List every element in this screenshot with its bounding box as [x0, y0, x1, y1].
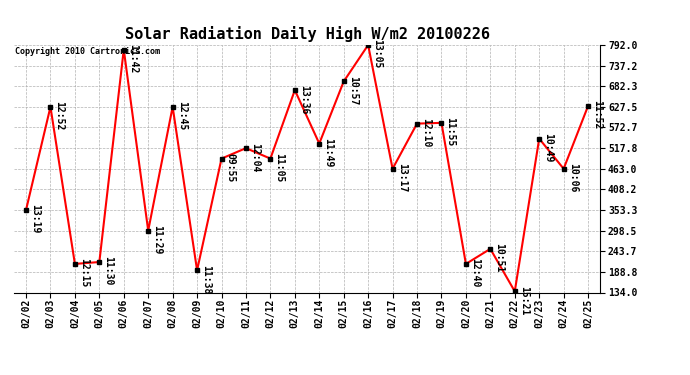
- Text: 10:51: 10:51: [495, 243, 504, 273]
- Text: Copyright 2010 Cartronics.com: Copyright 2010 Cartronics.com: [15, 48, 160, 57]
- Text: 10:57: 10:57: [348, 76, 358, 105]
- Text: 13:19: 13:19: [30, 204, 40, 234]
- Text: 09:55: 09:55: [226, 153, 236, 182]
- Text: 12:40: 12:40: [470, 258, 480, 288]
- Text: 11:29: 11:29: [152, 225, 162, 255]
- Text: 12:10: 12:10: [421, 118, 431, 147]
- Text: 12:15: 12:15: [79, 258, 89, 288]
- Text: 13:05: 13:05: [373, 39, 382, 69]
- Text: 10:49: 10:49: [543, 133, 553, 162]
- Text: 11:38: 11:38: [201, 265, 211, 294]
- Text: 12:45: 12:45: [177, 101, 187, 131]
- Text: 11:30: 11:30: [104, 256, 113, 286]
- Text: 11:49: 11:49: [324, 138, 333, 167]
- Text: 11:42: 11:42: [128, 44, 138, 74]
- Text: 13:36: 13:36: [299, 85, 309, 114]
- Text: 10:06: 10:06: [568, 163, 578, 193]
- Text: 12:52: 12:52: [55, 101, 65, 131]
- Text: 11:52: 11:52: [592, 100, 602, 130]
- Text: 12:04: 12:04: [250, 142, 260, 172]
- Text: 15:21: 15:21: [519, 286, 529, 315]
- Text: 11:05: 11:05: [275, 153, 284, 182]
- Text: 11:55: 11:55: [446, 117, 455, 147]
- Title: Solar Radiation Daily High W/m2 20100226: Solar Radiation Daily High W/m2 20100226: [125, 27, 489, 42]
- Text: 13:17: 13:17: [397, 163, 406, 193]
